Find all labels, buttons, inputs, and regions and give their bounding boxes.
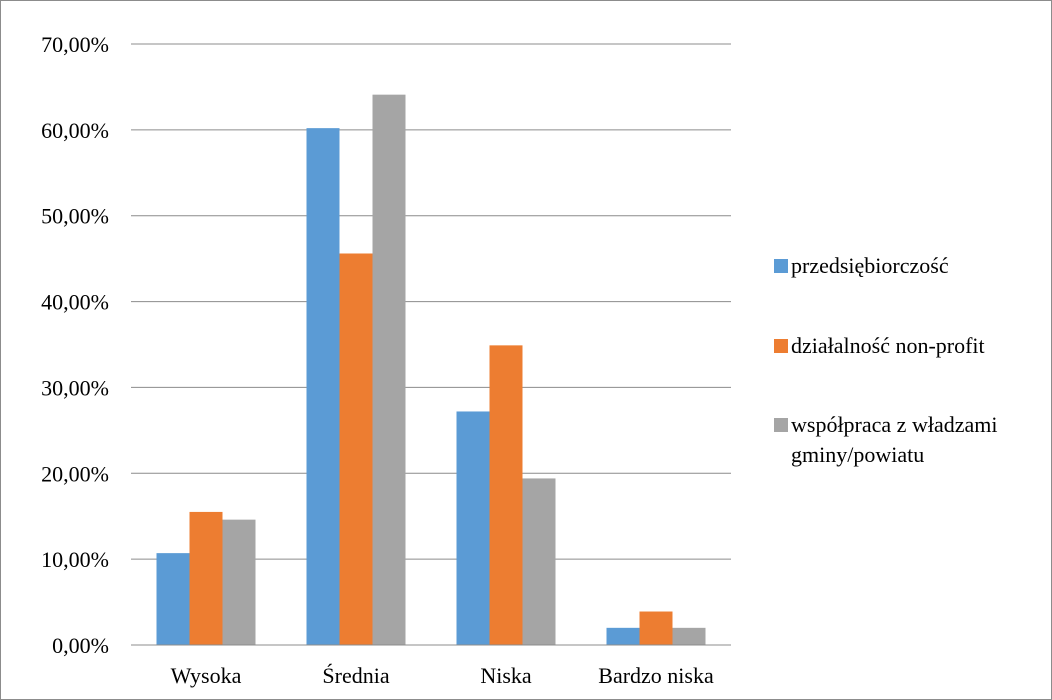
bar-2-3 — [489, 345, 523, 645]
legend-swatch — [774, 339, 788, 353]
legend-label: przedsiębiorczość — [791, 253, 949, 278]
bar-2-4 — [639, 611, 673, 645]
bar-3-3 — [522, 478, 556, 645]
legend-label: współpraca z władzami — [791, 412, 997, 437]
y-tick-label: 40,00% — [41, 290, 109, 315]
y-tick-label: 60,00% — [41, 118, 109, 143]
y-tick-label: 70,00% — [41, 32, 109, 57]
x-axis: Wysoka Średnia Niska Bardzo niska — [131, 644, 731, 688]
bar-3-1 — [222, 519, 256, 645]
x-category-label: Średnia — [322, 663, 389, 688]
y-tick-label: 0,00% — [52, 633, 109, 658]
legend: przedsiębiorczość działalność non-profit w… — [774, 253, 997, 467]
bar-3-2 — [372, 94, 406, 646]
bar-1-4 — [606, 627, 640, 645]
y-tick-label: 50,00% — [41, 204, 109, 229]
bar-2-1 — [189, 511, 223, 645]
bar-3-4 — [672, 627, 706, 645]
y-tick-label: 10,00% — [41, 547, 109, 572]
bar-1-1 — [156, 553, 190, 645]
x-category-label: Bardzo niska — [598, 663, 714, 688]
legend-swatch — [774, 418, 788, 432]
legend-swatch — [774, 259, 788, 273]
y-axis-tick-labels: 0,00% 10,00% 20,00% 30,00% 40,00% 50,00% 60,00… — [41, 32, 109, 658]
bar-1-2 — [306, 128, 340, 645]
legend-label: działalność non-profit — [791, 333, 985, 358]
legend-label: gminy/powiatu — [791, 442, 924, 467]
y-tick-label: 30,00% — [41, 375, 109, 400]
bar-1-3 — [456, 411, 490, 645]
x-category-label: Wysoka — [171, 663, 242, 688]
x-category-label: Niska — [480, 663, 532, 688]
y-tick-label: 20,00% — [41, 461, 109, 486]
bar-2-2 — [339, 253, 373, 645]
bars — [156, 94, 706, 646]
